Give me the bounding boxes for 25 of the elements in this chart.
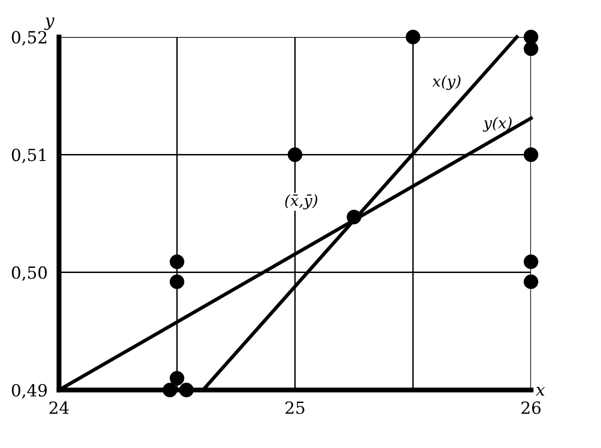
y-axis-title: y [44, 18, 54, 30]
point [406, 30, 420, 44]
point [524, 254, 538, 270]
point [179, 382, 194, 398]
point [162, 382, 178, 398]
point [170, 254, 184, 270]
point [346, 210, 362, 224]
y-tick-label: 0,50 [12, 266, 47, 281]
series-label: y(x) [482, 116, 512, 132]
x-axis-title: x [536, 386, 545, 396]
point [170, 370, 184, 386]
point [524, 274, 538, 290]
point [524, 147, 538, 162]
series-label: x(y) [432, 74, 460, 90]
annotation: (x̄,ȳ) [285, 194, 318, 210]
point [524, 41, 538, 56]
y-tick-label: 0,52 [12, 30, 46, 46]
y-tick-label: 0,51 [12, 148, 46, 164]
x-tick-label: 25 [286, 401, 304, 414]
point [288, 147, 302, 162]
y-tick-label: 0,49 [12, 384, 47, 399]
point [170, 274, 184, 290]
x-tick-label: 24 [50, 401, 69, 414]
x-tick-label: 26 [522, 401, 541, 414]
point [524, 30, 538, 44]
